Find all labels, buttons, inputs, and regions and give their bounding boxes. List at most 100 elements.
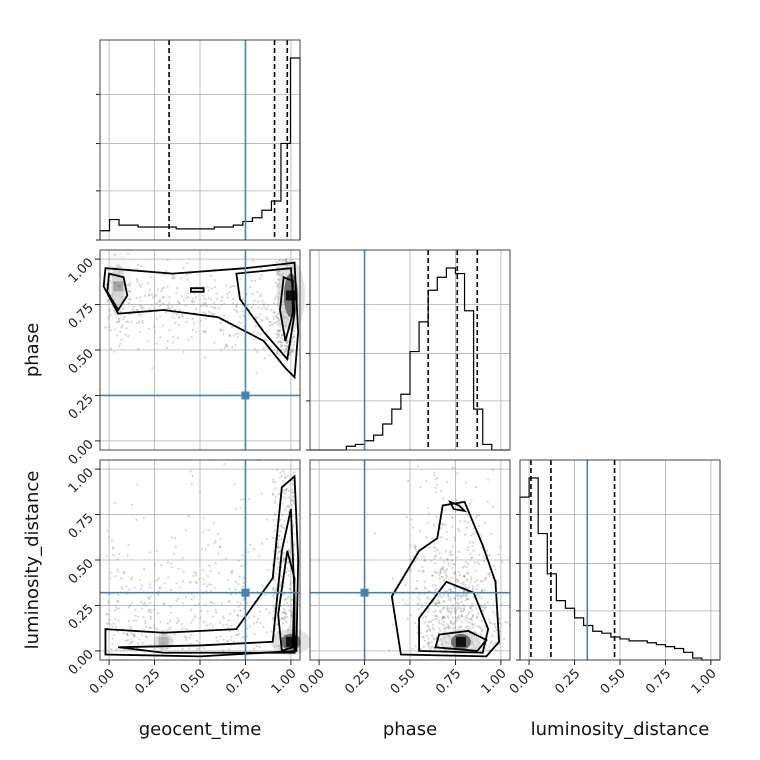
scatter-point (114, 575, 117, 578)
scatter-point (443, 627, 447, 631)
scatter-point (443, 648, 446, 652)
scatter-point (237, 559, 240, 562)
scatter-point (478, 625, 481, 628)
scatter-point (258, 610, 262, 613)
scatter-point (194, 614, 197, 617)
scatter-point (202, 330, 205, 333)
scatter-point (272, 478, 275, 481)
scatter-point (237, 332, 240, 335)
scatter-point (446, 627, 450, 630)
scatter-point (254, 324, 257, 327)
scatter-point (150, 611, 153, 614)
scatter-point (282, 489, 285, 492)
scatter-point (450, 576, 453, 579)
scatter-point (446, 607, 449, 611)
x-tick-label-3: 0.75 (223, 666, 254, 697)
scatter-point (155, 302, 158, 305)
scatter-point (160, 564, 163, 567)
scatter-point (167, 304, 170, 307)
scatter-point (452, 466, 455, 470)
scatter-point (209, 622, 212, 626)
scatter-point (251, 259, 255, 262)
scatter-point (490, 621, 493, 625)
scatter-point (401, 598, 404, 602)
scatter-point (476, 514, 479, 517)
scatter-point (147, 608, 151, 611)
scatter-point (492, 564, 495, 567)
scatter-point (259, 319, 263, 322)
scatter-point (279, 519, 282, 522)
scatter-point (128, 588, 131, 591)
scatter-point (198, 491, 202, 494)
scatter-point (451, 627, 455, 630)
scatter-point (276, 271, 279, 275)
scatter-point (148, 583, 151, 586)
scatter-point (196, 639, 199, 642)
scatter-point (280, 334, 284, 337)
scatter-point (289, 499, 293, 502)
scatter-point (185, 636, 188, 639)
scatter-point (416, 579, 419, 583)
scatter-point (426, 624, 429, 627)
scatter-point (447, 616, 450, 619)
scatter-point (464, 618, 467, 621)
scatter-point (431, 626, 435, 629)
scatter-point (225, 345, 228, 348)
scatter-point (482, 639, 485, 642)
scatter-point (109, 622, 112, 626)
scatter-point (259, 277, 262, 280)
scatter-point (276, 351, 279, 354)
scatter-point (280, 524, 284, 527)
scatter-point (112, 553, 115, 556)
scatter-point (109, 314, 112, 317)
contour-small (448, 500, 468, 513)
scatter-point (477, 612, 480, 616)
scatter-point (185, 320, 188, 323)
scatter-point (203, 356, 206, 359)
scatter-point (439, 570, 442, 573)
scatter-point (274, 627, 277, 631)
scatter-point (173, 276, 176, 279)
scatter-point (454, 620, 457, 623)
scatter-point (448, 607, 451, 610)
scatter-point (274, 513, 277, 516)
scatter-point (138, 638, 141, 641)
scatter-point (432, 637, 435, 640)
scatter-point (230, 326, 234, 329)
scatter-point (138, 304, 142, 307)
scatter-point (279, 323, 282, 326)
scatter-point (160, 648, 163, 651)
scatter-point (477, 562, 481, 566)
x-tick-label-2: 0.50 (388, 666, 419, 697)
scatter-point (275, 270, 279, 273)
scatter-point (431, 619, 434, 622)
scatter-point (490, 640, 493, 643)
scatter-point (272, 588, 275, 591)
scatter-point (129, 627, 133, 630)
scatter-point (108, 325, 111, 329)
scatter-point (434, 614, 437, 618)
scatter-point (281, 560, 284, 563)
scatter-point (489, 641, 492, 645)
scatter-point (190, 608, 193, 611)
scatter-point (471, 545, 474, 548)
scatter-point (287, 595, 290, 598)
scatter-point (287, 489, 291, 492)
scatter-point (457, 597, 460, 600)
scatter-point (282, 611, 286, 614)
scatter-point (462, 575, 465, 578)
scatter-point (478, 525, 481, 528)
scatter-point (461, 604, 464, 607)
scatter-point (506, 621, 509, 624)
scatter-point (148, 293, 151, 296)
scatter-point (282, 470, 285, 473)
scatter-point (116, 607, 119, 610)
scatter-point (283, 558, 286, 561)
scatter-point (449, 620, 453, 623)
contour-inner (434, 629, 488, 652)
scatter-point (147, 294, 150, 297)
scatter-point (240, 321, 243, 325)
histogram-step (99, 57, 301, 240)
scatter-point (135, 278, 139, 281)
truth-marker (241, 391, 250, 400)
